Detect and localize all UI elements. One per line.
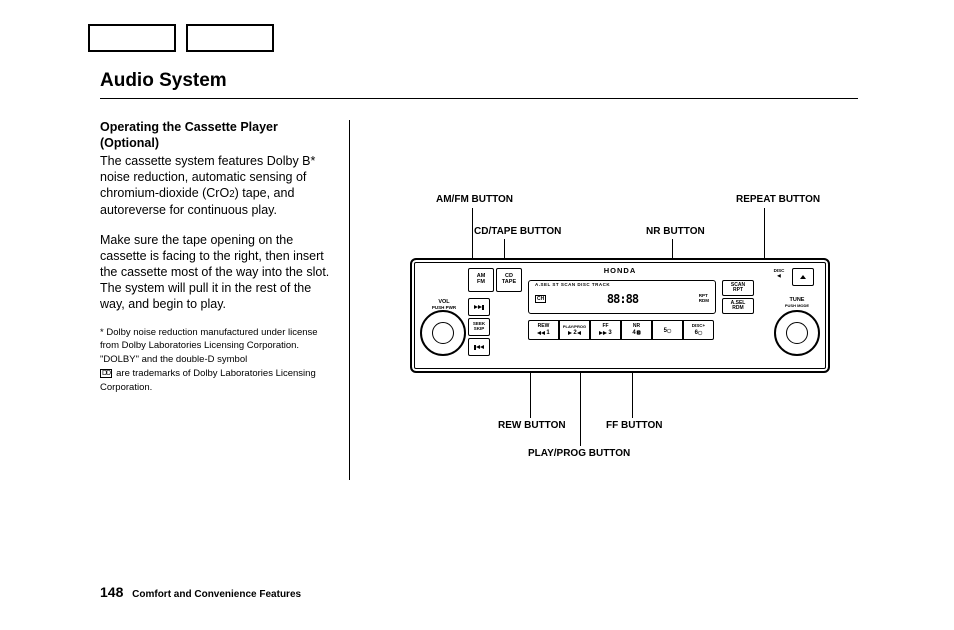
- tune-mode-label: PUSH MODE: [785, 303, 809, 308]
- volume-knob: [420, 310, 466, 356]
- seek-label: SEEK SKIP: [468, 318, 490, 336]
- callout-nr: NR BUTTON: [646, 226, 705, 237]
- callout-rew: REW BUTTON: [498, 420, 566, 431]
- display-window: A.SEL ST SCAN DISC TRACK CH 88:88 RPT RD…: [528, 280, 716, 314]
- callout-playprog: PLAY/PROG BUTTON: [528, 448, 630, 459]
- radio-unit: HONDA VOL PUSH PWR TUNE PUSH MODE AM FM …: [410, 258, 830, 373]
- eject-button: [792, 268, 814, 286]
- preset-1-rew: REW 1: [528, 320, 559, 340]
- pwr-label: PUSH PWR: [432, 305, 456, 310]
- scan-rpt-button: SCAN RPT: [722, 280, 754, 296]
- display-ch: CH: [535, 295, 546, 303]
- page-footer: 148 Comfort and Convenience Features: [100, 584, 301, 600]
- tab-box-2: [186, 24, 274, 52]
- preset-4-nr: NR 4🅳: [621, 320, 652, 340]
- display-indicators: A.SEL ST SCAN DISC TRACK: [535, 282, 610, 287]
- brand-label: HONDA: [604, 266, 637, 275]
- radio-diagram: AM/FM BUTTON CD/TAPE BUTTON NR BUTTON RE…: [400, 190, 840, 470]
- seek-up-button: [468, 298, 490, 316]
- seek-down-button: [468, 338, 490, 356]
- footer-section: Comfort and Convenience Features: [132, 589, 301, 600]
- preset-row: REW 1 PLAY/PROG 2 FF 3 NR 4🅳 5◯ DISC+ 6◯: [528, 320, 714, 340]
- callout-amfm: AM/FM BUTTON: [436, 194, 513, 205]
- display-digits: 88:88: [607, 292, 638, 306]
- page-title: Audio System: [100, 70, 227, 92]
- page-number: 148: [100, 584, 123, 600]
- tune-knob: [774, 310, 820, 356]
- preset-5: 5◯: [652, 320, 683, 340]
- tab-box-1: [88, 24, 176, 52]
- preset-6-disc: DISC+ 6◯: [683, 320, 714, 340]
- subheading: Operating the Cassette Player (Optional): [100, 120, 338, 151]
- callout-line-playprog: [580, 362, 581, 446]
- paragraph-2: Make sure the tape opening on the casset…: [100, 232, 338, 312]
- paragraph-1: The cassette system features Dolby B* no…: [100, 153, 338, 217]
- callout-ff: FF BUTTON: [606, 420, 662, 431]
- cdtape-button: CD TAPE: [496, 268, 522, 292]
- title-rule: [100, 98, 858, 99]
- dolby-dd-icon: DD: [100, 369, 112, 378]
- amfm-button: AM FM: [468, 268, 494, 292]
- subheading-line1: Operating the Cassette Player: [100, 120, 278, 134]
- column-divider: [349, 120, 350, 480]
- callout-cdtape: CD/TAPE BUTTON: [474, 226, 561, 237]
- disc-label: DISC◀: [770, 269, 788, 278]
- callout-line-amfm: [472, 208, 473, 262]
- asel-rdm-button: A.SEL RDM: [722, 298, 754, 314]
- footnote: * Dolby noise reduction manufactured und…: [100, 326, 338, 395]
- callout-repeat: REPEAT BUTTON: [736, 194, 820, 205]
- preset-2-playprog: PLAY/PROG 2: [559, 320, 590, 340]
- subheading-line2: (Optional): [100, 136, 159, 150]
- preset-3-ff: FF 3: [590, 320, 621, 340]
